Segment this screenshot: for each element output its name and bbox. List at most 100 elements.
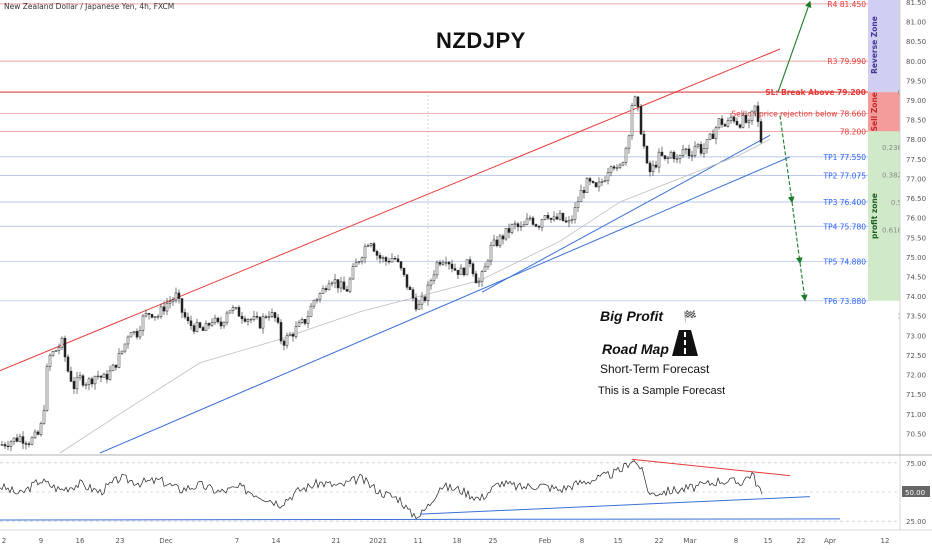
y-tick-label: 73.50 <box>906 313 926 321</box>
candle-body <box>735 120 739 126</box>
candle-body <box>138 330 142 338</box>
candle-body <box>30 437 34 445</box>
candle-body <box>57 347 61 351</box>
y-tick-label: 78.00 <box>906 136 926 144</box>
candle-body <box>273 312 277 318</box>
candle-body <box>486 260 490 268</box>
candle-body <box>264 316 268 318</box>
candle-body <box>342 281 346 290</box>
candle-body <box>531 217 535 225</box>
candle-body <box>633 96 637 106</box>
level-label-7: TP3 76.400 <box>822 198 866 207</box>
candle-body <box>6 445 10 448</box>
candle-body <box>534 224 538 227</box>
candle-body <box>501 235 505 240</box>
candle-body <box>363 246 367 259</box>
candle-body <box>33 431 37 439</box>
candle-body <box>696 144 700 147</box>
candle-body <box>117 353 121 368</box>
candle-body <box>414 297 418 310</box>
candle-body <box>90 378 94 385</box>
candle-body <box>468 259 472 265</box>
candle-body <box>177 292 181 299</box>
zone-1 <box>868 92 900 132</box>
candle-body <box>12 437 16 443</box>
candle-body <box>498 235 502 246</box>
x-tick-label: 9 <box>39 537 43 545</box>
candle-body <box>423 296 427 301</box>
candle-body <box>36 431 40 435</box>
candle-body <box>684 148 688 150</box>
candle-body <box>312 300 316 307</box>
rsi-tick-label: 75.00 <box>906 460 926 468</box>
fib-label-3: 0.5 <box>891 199 902 207</box>
candle-body <box>219 321 223 327</box>
candle-body <box>627 135 631 149</box>
candle-body <box>585 178 589 193</box>
candle-body <box>345 289 349 292</box>
x-tick-label: 22 <box>797 537 806 545</box>
candle-body <box>543 215 547 220</box>
y-tick-label: 75.50 <box>906 234 926 242</box>
candle-body <box>693 145 697 156</box>
candle-body <box>561 212 565 222</box>
zone-0 <box>868 0 900 93</box>
candle-body <box>663 155 667 159</box>
candle-body <box>24 443 28 445</box>
fib-label-2: 0.382 <box>882 172 902 180</box>
candle-body <box>465 259 469 276</box>
candle-body <box>252 316 256 320</box>
candle-body <box>660 151 664 156</box>
candle-body <box>615 167 619 169</box>
candle-body <box>708 133 712 140</box>
rsi-current-badge <box>902 486 930 497</box>
candle-body <box>159 306 163 317</box>
big-profit-label: Big Profit <box>600 308 663 324</box>
candle-body <box>156 316 160 318</box>
x-tick-label: Apr <box>824 537 836 545</box>
level-label-6: TP2 77.075 <box>822 171 866 180</box>
candle-body <box>594 182 598 188</box>
zone-label-0: Reverse Zone <box>870 16 879 74</box>
level-label-5: TP1 77.550 <box>822 153 866 162</box>
y-tick-label: 76.50 <box>906 195 926 203</box>
candle-body <box>702 148 706 154</box>
level-label-8: TP4 75.780 <box>822 222 866 231</box>
candle-body <box>471 263 475 275</box>
candle-body <box>216 317 220 323</box>
level-label-10: TP6 73.880 <box>822 297 866 306</box>
candle-body <box>288 333 292 336</box>
x-tick-label: 21 <box>332 537 341 545</box>
candle-body <box>564 220 568 223</box>
x-tick-label: 25 <box>489 537 498 545</box>
candle-body <box>153 316 157 318</box>
candle-body <box>105 373 109 380</box>
road-icon <box>672 330 698 356</box>
candle-body <box>201 327 205 331</box>
y-axis-bg <box>900 0 932 550</box>
candle-body <box>228 310 232 314</box>
candle-body <box>681 149 685 156</box>
rsi-line <box>0 460 763 520</box>
candle-body <box>9 441 13 447</box>
candle-body <box>504 228 508 240</box>
y-tick-label: 72.50 <box>906 352 926 360</box>
candle-body <box>84 384 88 386</box>
candle-body <box>318 293 322 300</box>
candle-body <box>402 267 406 275</box>
candle-body <box>339 281 343 289</box>
forecast-arrow-0 <box>777 0 812 93</box>
candle-body <box>741 114 745 128</box>
rsi-current-label: 50.00 <box>905 489 925 497</box>
candle-body <box>438 262 442 265</box>
rsi-trendline-2 <box>0 518 841 521</box>
candle-body <box>723 124 727 127</box>
candle-body <box>600 181 604 183</box>
candle-body <box>42 410 46 424</box>
moving-average <box>59 138 771 454</box>
candle-body <box>450 263 454 269</box>
candle-body <box>540 219 544 228</box>
y-tick-label: 71.00 <box>906 411 926 419</box>
candle-body <box>489 244 493 262</box>
